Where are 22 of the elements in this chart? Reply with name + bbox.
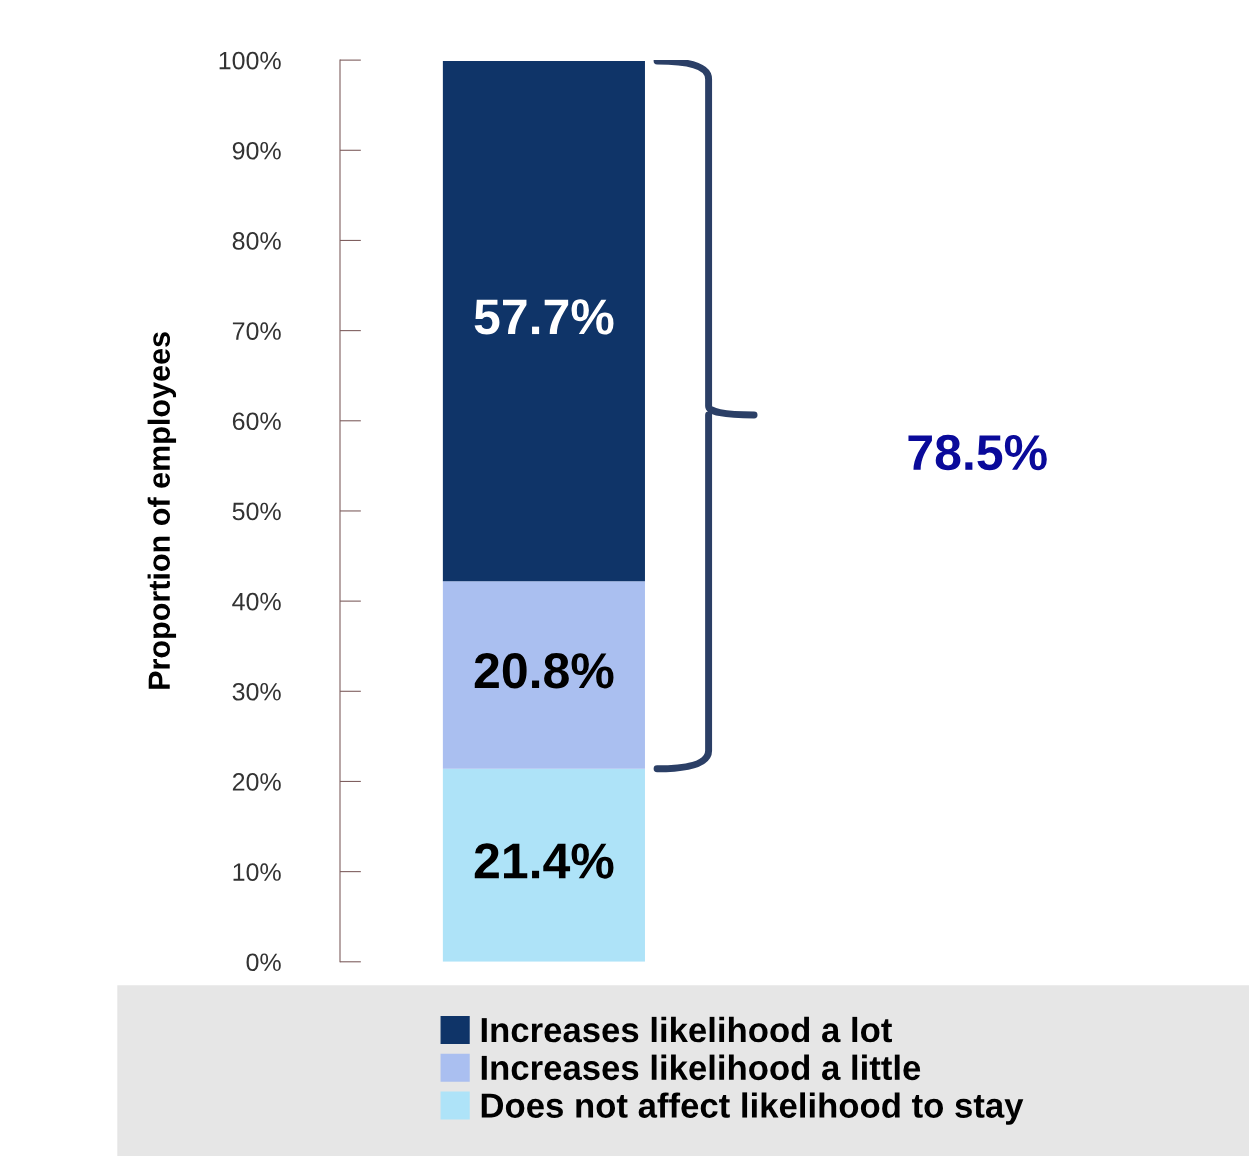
text: 78.5% <box>908 434 1047 471</box>
y-tick-label: 20% <box>232 773 281 791</box>
y-tick-label: 60% <box>232 412 281 431</box>
bar <box>442 768 645 962</box>
bar <box>442 581 645 769</box>
y-tick-label: 70% <box>232 322 281 340</box>
y-tick-label: 100% <box>219 51 281 70</box>
y-tick-label: 40% <box>232 592 281 611</box>
data-label: 57.7% <box>474 299 614 335</box>
y-axis-title: Proportion of employees <box>147 332 177 689</box>
y-tick-label: 90% <box>232 141 281 160</box>
y-tick-label: 50% <box>232 502 281 521</box>
data-label: 21.4% <box>474 843 614 879</box>
legend-label: Increases likelihood a little <box>481 1054 921 1081</box>
bar <box>442 61 645 582</box>
y-tick-label: 10% <box>233 863 281 881</box>
legend-label: Does not affect likelihood to stay <box>481 1092 1024 1125</box>
y-tick-label: 30% <box>232 682 281 701</box>
legend-label: Increases likelihood a lot <box>481 1016 892 1043</box>
y-tick-label: 80% <box>232 232 281 250</box>
data-label: 20.8% <box>474 653 614 689</box>
y-tick-label: 0% <box>246 953 281 972</box>
